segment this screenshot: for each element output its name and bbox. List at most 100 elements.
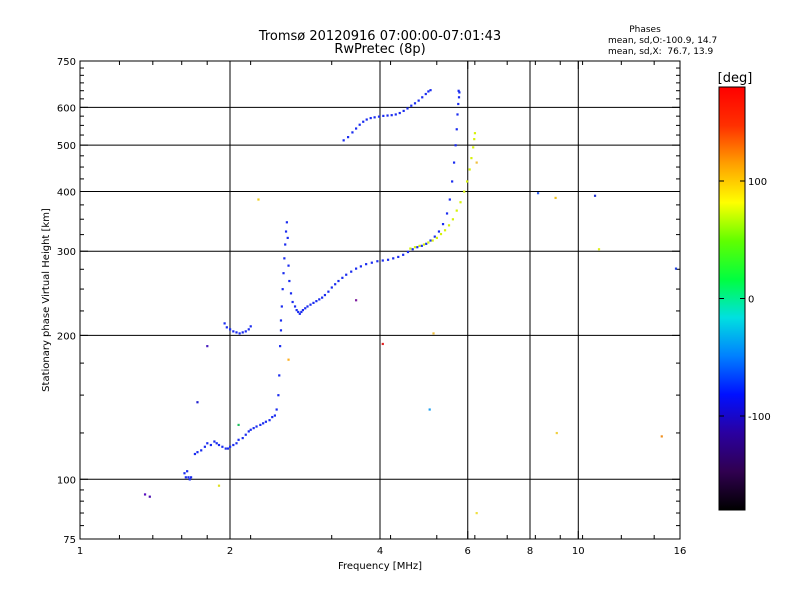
data-point xyxy=(354,299,358,302)
data-point xyxy=(279,329,283,332)
data-point xyxy=(148,495,151,498)
data-point xyxy=(257,198,260,201)
data-point xyxy=(432,332,435,335)
data-point xyxy=(285,221,288,224)
y-tick-label: 300 xyxy=(57,247,76,258)
y-tick-label: 75 xyxy=(63,535,76,546)
data-point xyxy=(342,139,345,142)
data-point xyxy=(283,257,286,260)
colorbar-tick-label: 0 xyxy=(748,295,754,306)
data-point xyxy=(409,247,412,250)
data-point xyxy=(318,298,321,301)
data-point xyxy=(365,263,368,266)
data-point xyxy=(473,132,477,135)
data-point xyxy=(425,242,428,245)
data-point xyxy=(463,190,466,193)
data-point xyxy=(457,96,461,99)
data-point xyxy=(593,194,597,197)
data-point xyxy=(229,445,232,448)
data-point xyxy=(439,232,443,236)
data-point xyxy=(457,89,460,92)
data-point xyxy=(184,476,187,479)
data-point xyxy=(429,89,432,92)
data-point xyxy=(287,264,290,267)
x-tick-label: 10 xyxy=(572,546,585,557)
data-point xyxy=(221,445,224,448)
data-point xyxy=(475,512,478,515)
data-point xyxy=(306,305,309,308)
data-point xyxy=(288,279,291,283)
data-point xyxy=(451,218,455,221)
data-point xyxy=(354,267,358,270)
data-point xyxy=(597,248,601,251)
data-point xyxy=(475,161,478,164)
data-point xyxy=(341,276,344,279)
data-point xyxy=(392,257,395,260)
data-point xyxy=(215,442,218,445)
y-tick-label: 600 xyxy=(57,103,76,114)
data-point xyxy=(323,293,327,297)
data-point xyxy=(196,451,199,454)
data-point xyxy=(458,91,461,94)
data-point xyxy=(193,452,197,456)
data-point xyxy=(354,127,358,130)
data-point xyxy=(186,470,189,473)
phase-colorbar: 100 0 -100 xyxy=(718,86,771,511)
data-point xyxy=(225,326,228,329)
data-point xyxy=(297,310,300,314)
data-point xyxy=(244,330,247,333)
data-point xyxy=(386,114,389,117)
data-point xyxy=(278,374,281,377)
data-point xyxy=(456,113,459,116)
data-point xyxy=(413,102,417,105)
data-point xyxy=(241,331,244,334)
y-tick-label: 100 xyxy=(57,475,76,486)
y-tick-label: 750 xyxy=(57,57,76,68)
data-point xyxy=(282,272,285,275)
data-point xyxy=(373,116,376,119)
data-point xyxy=(470,157,473,160)
data-point xyxy=(416,246,419,249)
data-point xyxy=(443,229,447,232)
data-point xyxy=(268,419,271,422)
data-point xyxy=(435,236,438,240)
data-point xyxy=(223,322,226,325)
data-point xyxy=(275,408,278,411)
data-point xyxy=(189,476,193,479)
data-point xyxy=(235,442,238,445)
data-point xyxy=(247,328,250,331)
grid-lines xyxy=(80,61,680,539)
data-point xyxy=(289,292,293,295)
data-point xyxy=(420,244,423,247)
data-point xyxy=(232,443,235,447)
data-point xyxy=(203,445,206,448)
colorbar-tick-label: 100 xyxy=(748,177,767,188)
x-tick-label: 16 xyxy=(674,546,687,557)
data-point xyxy=(232,330,235,333)
data-point xyxy=(369,116,372,120)
data-point xyxy=(235,331,238,334)
data-point xyxy=(428,408,431,411)
data-point xyxy=(238,332,241,335)
data-point xyxy=(295,309,298,312)
data-point xyxy=(424,92,427,96)
data-point xyxy=(362,120,365,123)
data-point xyxy=(554,196,557,200)
data-point xyxy=(397,255,400,259)
data-point xyxy=(312,301,315,304)
data-point xyxy=(454,144,457,147)
data-point xyxy=(298,312,301,315)
data-point xyxy=(279,319,283,322)
data-point xyxy=(370,261,373,264)
data-point xyxy=(413,246,417,249)
x-tick-label: 2 xyxy=(227,546,233,557)
data-point xyxy=(301,309,305,312)
data-point xyxy=(252,427,255,430)
data-point xyxy=(455,209,458,212)
data-point xyxy=(262,422,265,425)
data-point xyxy=(457,102,460,106)
data-point xyxy=(249,428,252,431)
data-point xyxy=(406,250,410,254)
